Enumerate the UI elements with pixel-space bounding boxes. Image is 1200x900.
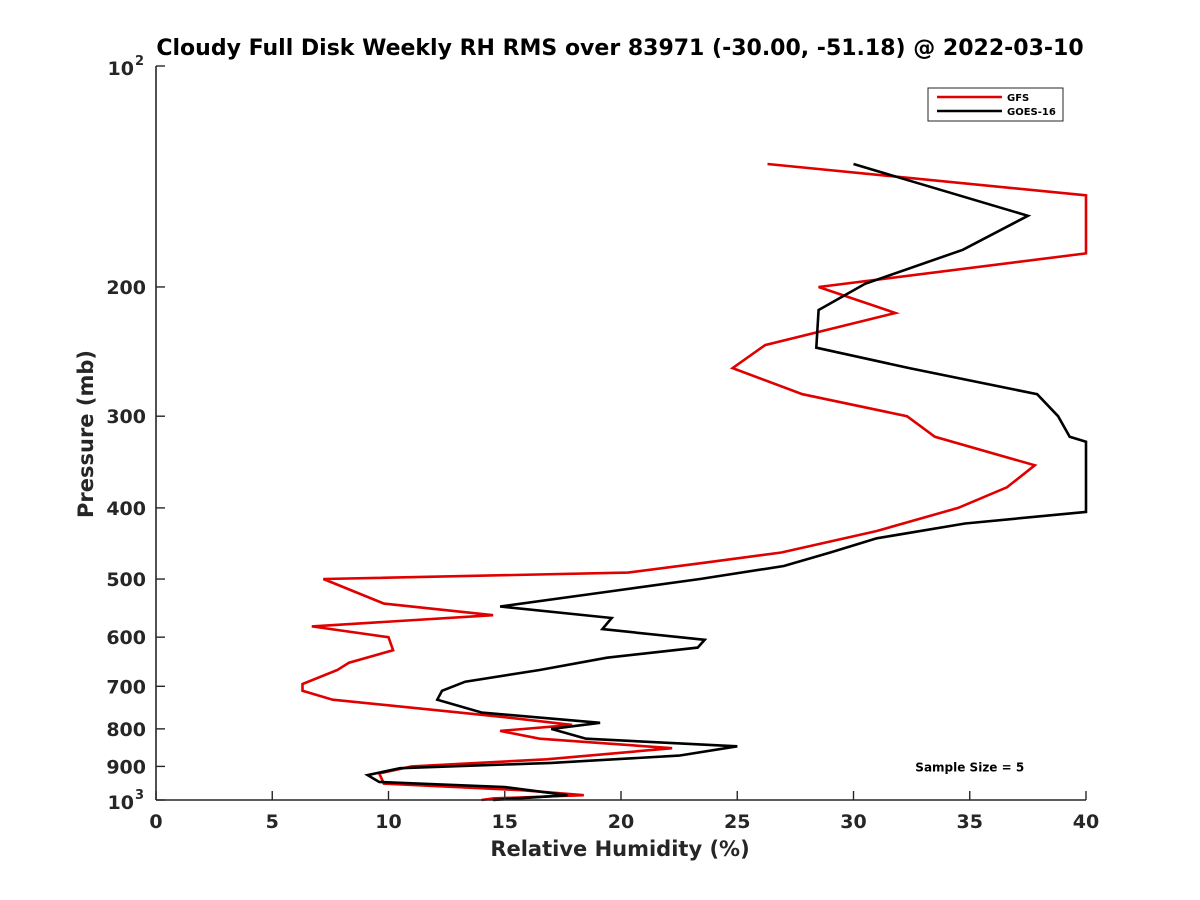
y-tick-label: 10 [108,792,134,814]
chart-title: Cloudy Full Disk Weekly RH RMS over 8397… [156,36,1083,61]
x-tick-label: 15 [492,811,518,833]
sample-size-annotation: Sample Size = 5 [915,760,1024,774]
series-layer [301,162,1088,802]
y-tick-label: 200 [106,277,146,299]
x-tick-label: 35 [957,811,983,833]
x-tick-label: 30 [840,811,866,833]
y-axis-label: Pressure (mb) [74,350,98,518]
y-tick-label: 900 [106,756,146,778]
y-tick-label: 500 [106,569,146,591]
y-tick-label: 400 [106,498,146,520]
series-line-goes16 [364,162,1088,802]
axes-layer [155,66,1086,801]
y-tick-label: 600 [106,627,146,649]
x-axis-label: Relative Humidity (%) [490,837,749,861]
legend: GFS GOES-16 [927,87,1064,122]
y-tick-label: 10 [108,58,134,80]
legend-label-gfs: GFS [1007,93,1029,104]
y-tick-exponent: 2 [135,54,144,69]
y-tick-label: 700 [106,676,146,698]
x-ticks: 0 5 10 15 20 25 30 35 40 [149,791,1099,833]
x-tick-label: 10 [375,811,401,833]
x-tick-label: 20 [608,811,634,833]
y-tick-label: 800 [106,719,146,741]
y-tick-exponent: 3 [135,788,144,803]
legend-box [927,87,1064,122]
x-tick-label: 5 [266,811,279,833]
y-tick-label: 300 [106,406,146,428]
series-line-gfs [301,162,1088,802]
legend-label-goes16: GOES-16 [1007,107,1056,118]
x-tick-label: 40 [1073,811,1099,833]
x-tick-label: 25 [724,811,750,833]
x-tick-label: 0 [149,811,162,833]
